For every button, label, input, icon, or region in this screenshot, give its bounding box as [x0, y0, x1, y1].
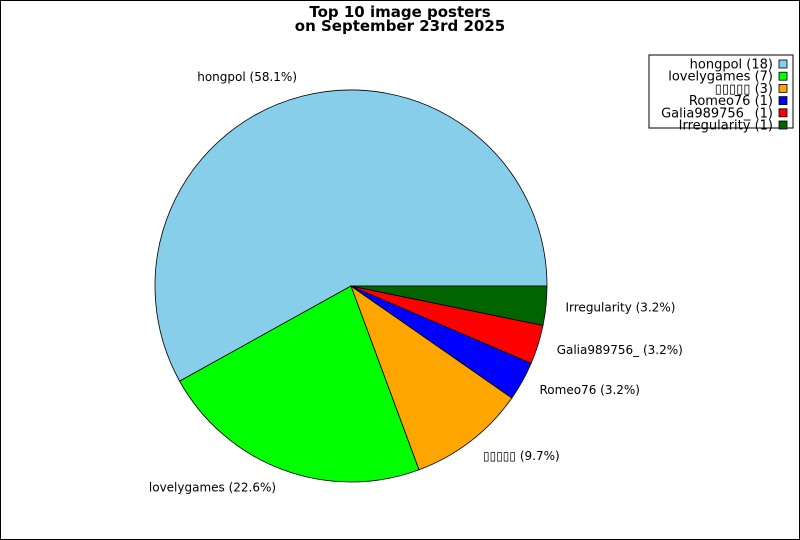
legend-label-6: Irregularity (1)	[679, 119, 773, 134]
legend-box	[648, 54, 794, 129]
chart-title: Top 10 image posters on September 23rd 2…	[295, 3, 505, 35]
slice-label-2: lovelygames (22.6%)	[149, 481, 276, 495]
legend-swatch-5	[778, 108, 788, 118]
legend-label-2: lovelygames (7)	[668, 70, 773, 85]
slice-label-4: Romeo76 (3.2%)	[540, 383, 641, 397]
legend-label-4: Romeo76 (1)	[689, 94, 773, 109]
legend-swatch-1	[778, 59, 788, 69]
legend-swatch-4	[778, 96, 788, 105]
slice-label-6: Irregularity (3.2%)	[566, 300, 676, 314]
legend-items: hongpol (18)lovelygames (7)▯▯▯▯▯ (3)Rome…	[661, 58, 788, 134]
slice-label-5: Galia989756_ (3.2%)	[557, 343, 683, 357]
pie-slice-3	[350, 284, 513, 471]
pie-slice-1	[154, 89, 548, 382]
pie-slice-6	[350, 285, 548, 326]
legend-label-5: Galia989756_ (1)	[661, 106, 773, 121]
pie-slice-2	[179, 285, 420, 483]
chart-title-line-2: on September 23rd 2025	[295, 17, 505, 35]
legend-swatch-6	[778, 120, 788, 130]
slice-label-3: ▯▯▯▯▯ (9.7%)	[483, 449, 560, 463]
legend-swatch-2	[778, 71, 788, 81]
pie-slice-labels: hongpol (58.1%) lovelygames (22.6%) ▯▯▯▯▯ …	[149, 70, 683, 495]
chart-title-line-1: Top 10 image posters	[309, 3, 490, 21]
legend-swatch-3	[778, 84, 788, 93]
legend: hongpol (18)lovelygames (7)▯▯▯▯▯ (3)Rome…	[648, 54, 794, 134]
legend-label-1: hongpol (18)	[690, 58, 773, 73]
legend-label-3: ▯▯▯▯▯ (3)	[715, 82, 773, 97]
pie-slices	[154, 89, 548, 483]
slice-label-1: hongpol (58.1%)	[197, 70, 297, 84]
